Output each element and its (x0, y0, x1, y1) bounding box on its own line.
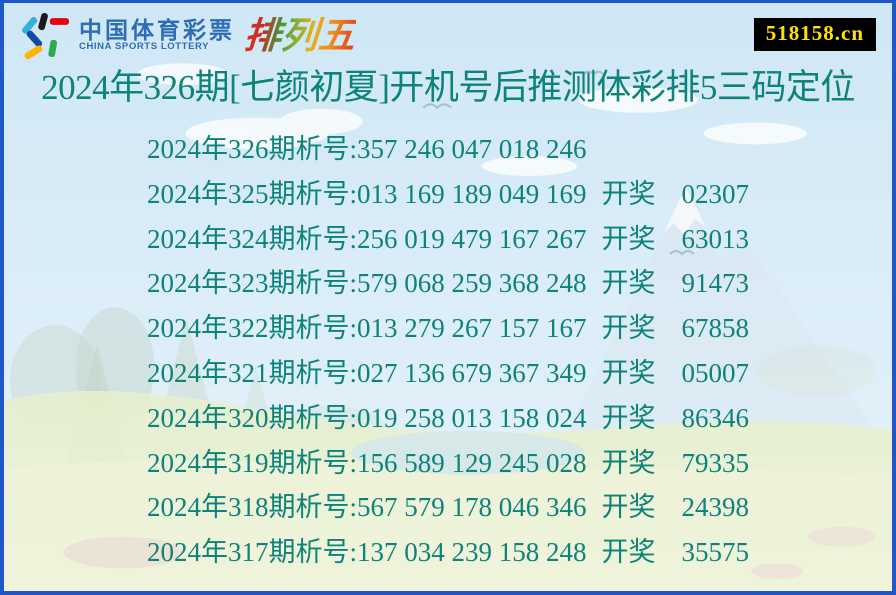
clouds (136, 63, 807, 176)
row-draw-label: 开奖 (601, 178, 656, 209)
lottery-row: 2024年326期析号:357 246 047 018 246 (147, 127, 749, 172)
lottery-row: 2024年322期析号:013 279 267 157 167 开奖 67858 (147, 306, 749, 351)
row-period-label: 2024年321期析号: (146, 357, 358, 388)
row-analysis-numbers: 567 579 178 046 346 (357, 492, 587, 523)
row-analysis-numbers: 156 589 129 245 028 (357, 447, 587, 478)
row-period-label: 2024年317期析号: (146, 537, 358, 568)
row-draw-number: 63013 (681, 223, 750, 254)
row-draw-label: 开奖 (601, 313, 656, 344)
logo-en-name: CHINA SPORTS LOTTERY (79, 41, 210, 53)
row-analysis-numbers: 256 019 479 167 267 (357, 223, 587, 254)
china-sports-lottery-logo: 中国体育彩票 CHINA SPORTS LOTTERY 排列五 (18, 10, 357, 60)
row-analysis-numbers: 137 034 239 158 248 (357, 537, 587, 568)
lottery-row: 2024年319期析号:156 589 129 245 028 开奖 79335 (147, 441, 749, 486)
logo-cn-name: 中国体育彩票 (79, 16, 235, 43)
birds (422, 70, 695, 256)
row-draw-number: 86346 (681, 402, 750, 433)
row-draw-label: 开奖 (601, 223, 656, 254)
row-period-label: 2024年322期析号: (146, 313, 358, 344)
lottery-row: 2024年324期析号:256 019 479 167 267 开奖 63013 (147, 217, 749, 262)
background-landscape (4, 3, 892, 591)
lottery-row: 2024年323期析号:579 068 259 368 248 开奖 91473 (147, 261, 749, 306)
row-period-label: 2024年326期析号: (146, 134, 358, 164)
row-draw-number: 05007 (681, 357, 750, 388)
lottery-row: 2024年317期析号:137 034 239 158 248 开奖 35575 (147, 530, 749, 575)
lottery-row: 2024年320期析号:019 258 013 158 024 开奖 86346 (147, 396, 749, 441)
row-draw-label: 开奖 (601, 492, 656, 523)
row-draw-label: 开奖 (601, 268, 656, 299)
brand-pailiewu: 排列五 (242, 14, 357, 56)
lottery-row: 2024年321期析号:027 136 679 367 349 开奖 05007 (147, 351, 749, 396)
row-draw-label: 开奖 (601, 447, 656, 478)
site-watermark-badge: 518158.cn (753, 18, 876, 51)
row-draw-number: 35575 (681, 537, 750, 568)
row-draw-number: 24398 (681, 492, 750, 523)
row-draw-number: 67858 (681, 313, 750, 344)
grass (4, 390, 892, 591)
lottery-row: 2024年325期析号:013 169 189 049 169 开奖 02307 (147, 172, 749, 217)
row-period-label: 2024年324期析号: (146, 223, 358, 254)
row-period-label: 2024年318期析号: (146, 492, 358, 523)
row-period-label: 2024年319期析号: (146, 447, 358, 478)
row-draw-number: 91473 (681, 268, 750, 299)
lottery-row: 2024年318期析号:567 579 178 046 346 开奖 24398 (147, 485, 749, 530)
row-period-label: 2024年320期析号: (146, 402, 358, 433)
sports-lottery-icon (18, 10, 72, 60)
row-period-label: 2024年325期析号: (146, 178, 358, 209)
analysis-rows: 2024年326期析号:357 246 047 018 246 2024年325… (147, 127, 749, 575)
row-analysis-numbers: 013 169 189 049 169 (357, 178, 587, 209)
row-period-label: 2024年323期析号: (146, 268, 358, 299)
row-analysis-numbers: 579 068 259 368 248 (357, 268, 587, 299)
row-draw-label: 开奖 (601, 357, 656, 388)
row-draw-label: 开奖 (601, 537, 656, 568)
row-draw-label: 开奖 (601, 402, 656, 433)
row-draw-number: 79335 (681, 447, 750, 478)
page-title: 2024年326期[七颜初夏]开机号后推测体彩排5三码定位 (41, 68, 855, 107)
row-analysis-numbers: 019 258 013 158 024 (357, 402, 587, 433)
row-analysis-numbers: 013 279 267 157 167 (357, 313, 587, 344)
row-analysis-numbers: 027 136 679 367 349 (357, 357, 587, 388)
flowers (63, 526, 876, 580)
row-draw-number: 02307 (681, 178, 750, 209)
pond (350, 430, 585, 475)
row-analysis-numbers: 357 246 047 018 246 (357, 134, 587, 164)
